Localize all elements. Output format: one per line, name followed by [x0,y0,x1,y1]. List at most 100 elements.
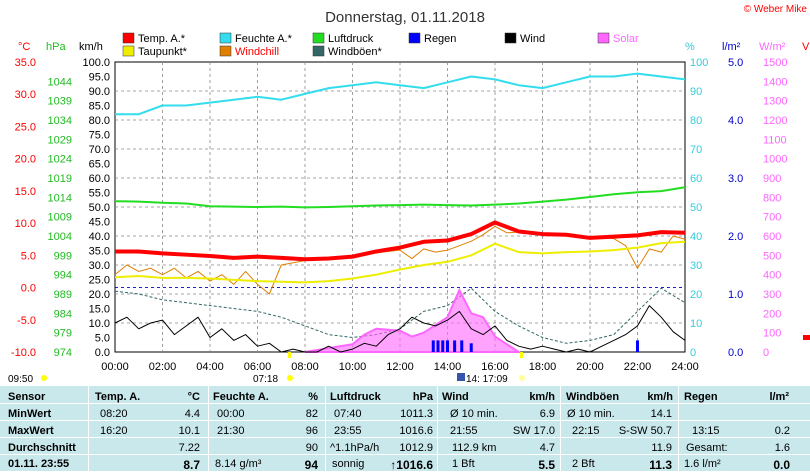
wind-max-time: 21:55 [450,425,478,437]
temp-max: 10.1 [150,425,200,437]
solar-tick: 300 [763,289,781,301]
temp-min: 4.4 [150,408,200,420]
right-cut-unit: V [802,41,810,53]
hdr-press-unit: hPa [400,391,433,403]
hum-tick: 70 [690,144,702,156]
press-tick: 1009 [48,212,72,224]
solar-tick: 1100 [763,134,787,146]
hum-max: 96 [270,425,318,437]
sunrise-label: 07:18 [253,374,278,385]
temp-tick: 5.0 [21,250,36,262]
legend-label: Windböen* [328,46,383,58]
time-tick: 00:00 [101,361,129,373]
hdr-gust-unit: km/h [640,391,673,403]
temp-tick: 35.0 [15,57,36,69]
rain-unit: l/m² [722,41,741,53]
gust-bft: 2 Bft [572,458,595,470]
press-min-time: 07:40 [334,408,362,420]
table-divider [208,386,209,471]
rain-bar [453,340,456,352]
legend-label: Luftdruck [328,33,374,45]
table-rule [0,454,810,455]
hdr-hum-unit: % [290,391,318,403]
temp-tick: 25.0 [15,121,36,133]
time-tick: 16:00 [481,361,509,373]
temp-unit: °C [18,41,30,53]
press-tick: 1034 [48,115,72,127]
credit-text: © Weber Mike [744,4,808,15]
rain-max-time: 13:15 [692,425,720,437]
temp-tick: 10.0 [15,218,36,230]
rain-bar [636,340,639,352]
legend-label: Windchill [235,46,279,58]
solar-unit: W/m² [759,41,786,53]
time-tick: 08:00 [291,361,319,373]
wind-tick: 5.0 [95,333,110,345]
legend-swatch [409,33,420,43]
wind-tick: 55.0 [89,188,110,200]
row-label: Durchschnitt [8,442,76,454]
press-tick: 984 [54,308,72,320]
rain-tick: 0.0 [728,347,743,359]
wind-tick: 85.0 [89,101,110,113]
wind-tick: 35.0 [89,246,110,258]
gust-current: 11.3 [620,458,672,472]
temp-tick: 30.0 [15,89,36,101]
rain-bar [460,340,463,352]
hdr-press: Luftdruck [330,391,381,403]
noon-sun-icon [519,375,525,381]
press-tick: 1004 [48,231,72,243]
rain-current: 0.0 [740,458,790,472]
legend-swatch [505,33,516,43]
time-tick: 22:00 [624,361,652,373]
hum-tick: 20 [690,289,702,301]
table-rule [0,403,810,404]
rain-total: 1.6 [740,442,790,454]
gust-avg-label: Ø 10 min. [567,408,615,420]
wind-avg: 6.9 [490,408,555,420]
wind-max: SW 17.0 [480,425,555,437]
sunrise-tick [288,352,291,358]
press-trend-val: 1012.9 [380,442,433,454]
gust-max: S-SW 50.7 [605,425,672,437]
gust-max-time: 22:15 [572,425,600,437]
hum-tick: 60 [690,173,702,185]
press-tick: 974 [54,347,72,359]
wind-tick: 15.0 [89,304,110,316]
temp-min-time: 08:20 [100,408,128,420]
legend-swatch [220,46,231,56]
solar-tick: 100 [763,328,781,340]
rain-tick: 1.0 [728,289,743,301]
hum-tick: 30 [690,260,702,272]
time-tick: 02:00 [149,361,177,373]
hdr-wind: Wind [442,391,469,403]
temp-tick: -5.0 [17,315,36,327]
press-tick: 1039 [48,96,72,108]
press-tick: 989 [54,289,72,301]
hum-tick: 50 [690,202,702,214]
hdr-rain-unit: l/m² [757,391,789,403]
table-divider [88,386,89,471]
rain-bar [437,340,440,352]
solar-tick: 1500 [763,57,787,69]
legend-label: Solar [613,33,639,45]
press-tick: 1019 [48,173,72,185]
wind-tick: 30.0 [89,260,110,272]
wind-tick: 10.0 [89,318,110,330]
press-forecast: sonnig [332,458,364,470]
legend-swatch [313,33,324,43]
legend-swatch [123,33,134,43]
press-max-time: 23:55 [334,425,362,437]
legend-label: Taupunkt* [138,46,188,58]
rain-max: 0.2 [740,425,790,437]
table-divider [325,386,326,471]
time-tick: 10:00 [339,361,367,373]
solar-tick: 1300 [763,96,787,108]
table-rule [0,437,810,438]
solar-tick: 700 [763,212,781,224]
gust-daily-avg: 11.9 [620,442,672,454]
press-tick: 1024 [48,154,72,166]
time-tick: 18:00 [529,361,557,373]
